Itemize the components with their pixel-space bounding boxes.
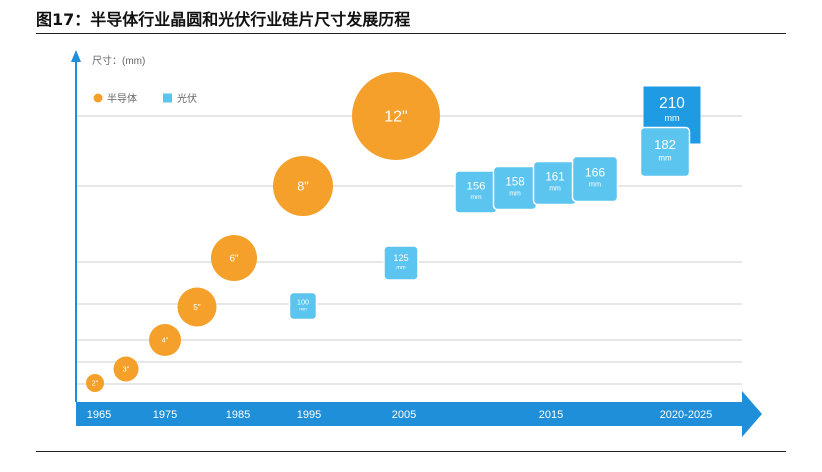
top-rule — [36, 33, 786, 34]
x-tick-label-4: 2005 — [392, 409, 416, 421]
pv-value-166: 166 — [585, 165, 606, 179]
x-tick-label-5: 2015 — [539, 409, 563, 421]
semiconductor-wafer-12in — [352, 72, 440, 160]
legend-label-pv: 光伏 — [177, 92, 197, 105]
pv-value-100: 100 — [297, 297, 309, 306]
pv-unit-100: mm — [299, 307, 307, 312]
bottom-rule — [36, 451, 786, 452]
pv-value-156: 156 — [467, 180, 486, 192]
pv-unit-161: mm — [549, 185, 561, 192]
semiconductor-wafer-8in — [273, 156, 333, 216]
semiconductor-wafer-3in — [113, 356, 139, 382]
x-tick-label-6: 2020-2025 — [660, 409, 713, 421]
pv-unit-156: mm — [470, 194, 482, 201]
pv-unit-182: mm — [658, 153, 672, 162]
x-tick-label-3: 1995 — [297, 409, 321, 421]
semiconductor-wafer-4in — [149, 324, 181, 356]
semiconductor-label-8in: 8" — [297, 179, 308, 193]
semiconductor-label-5in: 5" — [193, 303, 201, 312]
semiconductor-label-4in: 4" — [162, 337, 169, 344]
x-tick-label-1: 1975 — [153, 409, 177, 421]
semiconductor-wafer-5in — [177, 287, 217, 327]
legend-marker-semiconductor — [93, 93, 103, 103]
pv-value-125: 125 — [393, 253, 408, 263]
semiconductor-wafer-2in — [86, 374, 104, 392]
semiconductor-label-2in: 2" — [92, 380, 99, 387]
x-tick-label-0: 1965 — [87, 409, 111, 421]
legend-marker-pv — [163, 93, 172, 103]
semiconductor-wafer-6in — [211, 235, 257, 281]
pv-wafer-182mm — [639, 126, 691, 178]
figure-title: 图17：半导体行业晶圆和光伏行业硅片尺寸发展历程 — [36, 10, 411, 29]
semiconductor-label-3in: 3" — [123, 366, 130, 373]
x-axis-band — [76, 391, 762, 437]
pv-unit-210: mm — [664, 113, 680, 123]
y-axis-arrow — [71, 50, 81, 62]
legend-label-semiconductor: 半导体 — [107, 92, 137, 105]
pv-value-182: 182 — [654, 137, 676, 152]
pv-wafer-100mm — [288, 291, 318, 321]
pv-value-161: 161 — [545, 170, 564, 183]
semiconductor-label-6in: 6" — [230, 253, 239, 264]
pv-unit-125: mm — [396, 265, 406, 271]
pv-unit-158: mm — [509, 190, 521, 197]
pv-wafer-166mm — [571, 155, 619, 203]
semiconductor-label-12in: 12" — [384, 109, 407, 126]
pv-unit-166: mm — [589, 180, 601, 189]
y-axis-label: 尺寸：(mm) — [92, 54, 145, 67]
pv-value-210: 210 — [659, 95, 685, 112]
pv-wafer-125mm — [383, 245, 419, 281]
pv-value-158: 158 — [505, 175, 524, 188]
x-tick-label-2: 1985 — [226, 409, 250, 421]
